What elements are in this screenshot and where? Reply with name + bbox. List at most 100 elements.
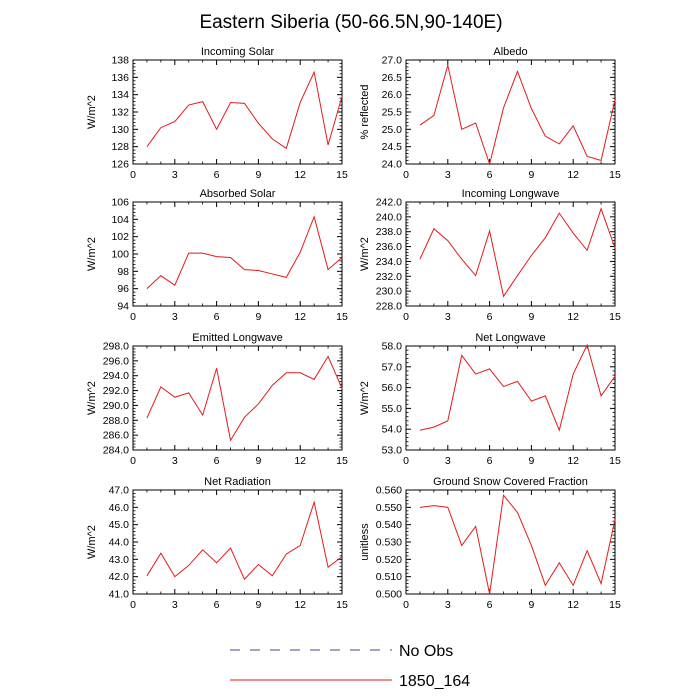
y-tick-label: 0.550	[376, 502, 402, 514]
plot-frame	[405, 201, 616, 307]
x-tick-label: 0	[130, 169, 136, 181]
y-tick-label: 240.0	[376, 211, 402, 223]
x-tick-label: 3	[172, 169, 178, 181]
panel-title: Incoming Longwave	[462, 188, 560, 200]
y-tick-label: 134	[111, 89, 129, 101]
y-tick-label: 288.0	[103, 415, 129, 427]
x-tick-label: 0	[130, 599, 136, 611]
x-tick-label: 15	[609, 311, 621, 323]
y-tick-label: 57.0	[382, 361, 403, 373]
panel-title: Ground Snow Covered Fraction	[433, 476, 588, 488]
y-axis-label: W/m^2	[86, 237, 98, 271]
y-tick-label: 0.510	[376, 571, 402, 583]
y-tick-label: 98	[117, 266, 129, 278]
y-tick-label: 298.0	[103, 341, 129, 353]
series-line-1	[146, 355, 343, 442]
y-tick-label: 290.0	[103, 400, 129, 412]
x-tick-label: 9	[528, 169, 534, 181]
y-tick-label: 46.0	[109, 502, 130, 514]
x-tick-label: 12	[567, 169, 579, 181]
y-tick-label: 230.0	[376, 286, 402, 298]
x-tick-label: 6	[214, 599, 220, 611]
y-axis-label: W/m^2	[359, 381, 371, 415]
y-axis-label: unitless	[359, 523, 371, 561]
y-tick-label: 292.0	[103, 385, 129, 397]
y-tick-label: 126	[111, 159, 129, 171]
chart-panel-4: Incoming Longwave W/m^2 228.0 230.0 232.0 234…	[359, 188, 621, 323]
x-tick-label: 3	[445, 169, 451, 181]
x-tick-label: 15	[336, 455, 348, 467]
x-tick-label: 6	[487, 169, 493, 181]
plot-frame	[405, 345, 616, 451]
y-tick-label: 296.0	[103, 355, 129, 367]
x-tick-label: 15	[336, 599, 348, 611]
x-tick-label: 3	[172, 599, 178, 611]
x-tick-label: 6	[487, 455, 493, 467]
plot-frame	[132, 59, 343, 165]
y-tick-label: 24.5	[382, 141, 403, 153]
x-tick-label: 15	[609, 455, 621, 467]
y-tick-label: 104	[111, 214, 129, 226]
y-tick-label: 96	[117, 283, 129, 295]
x-tick-label: 9	[255, 311, 261, 323]
x-tick-label: 6	[214, 169, 220, 181]
x-tick-label: 6	[487, 599, 493, 611]
y-tick-label: 45.0	[109, 519, 130, 531]
x-tick-label: 12	[567, 311, 579, 323]
series-line-1	[146, 500, 343, 581]
y-tick-label: 136	[111, 72, 129, 84]
series-line-1	[419, 207, 616, 298]
panel-title: Absorbed Solar	[200, 188, 276, 200]
plot-frame	[132, 201, 343, 307]
chart-panel-6: Net Longwave W/m^2 53.0 54.0 55.0 56.0 57.0 58.…	[359, 332, 621, 467]
plot-frame	[132, 489, 343, 595]
y-tick-label: 25.0	[382, 124, 403, 136]
y-tick-label: 234.0	[376, 256, 402, 268]
x-tick-label: 15	[336, 311, 348, 323]
y-tick-label: 132	[111, 107, 129, 119]
chart-panel-8: Ground Snow Covered Fraction unitless 0.50…	[359, 476, 621, 611]
x-tick-label: 6	[214, 311, 220, 323]
y-tick-label: 0.530	[376, 537, 402, 549]
y-tick-label: 0.520	[376, 554, 402, 566]
panel-title: Net Longwave	[475, 332, 545, 344]
x-tick-label: 9	[255, 599, 261, 611]
panels: Incoming SolarW/m^2126128130132134136138…	[86, 46, 621, 611]
x-tick-label: 12	[294, 311, 306, 323]
chart-panel-7: Net Radiation W/m^2 41.0 42.0 43.0 44.0 45.0 46…	[86, 476, 348, 611]
y-tick-label: 236.0	[376, 241, 402, 253]
chart-panel-2: Albedo % reflected 24.0 24.5 25.0 25.5 26.0 26.…	[359, 46, 621, 181]
y-tick-label: 106	[111, 197, 129, 209]
series-line-1	[146, 70, 343, 150]
x-tick-label: 0	[403, 311, 409, 323]
y-tick-label: 130	[111, 124, 129, 136]
x-tick-label: 9	[528, 311, 534, 323]
x-tick-label: 3	[172, 311, 178, 323]
x-tick-label: 0	[403, 169, 409, 181]
x-tick-label: 15	[609, 599, 621, 611]
y-tick-label: 24.0	[382, 159, 403, 171]
y-tick-label: 228.0	[376, 301, 402, 313]
x-tick-label: 12	[294, 599, 306, 611]
y-axis-label: W/m^2	[359, 237, 371, 271]
y-tick-label: 26.5	[382, 72, 403, 84]
y-tick-label: 55.0	[382, 403, 403, 415]
y-tick-label: 128	[111, 141, 129, 153]
series-line-1	[419, 65, 616, 166]
series-line-1	[419, 343, 616, 432]
legend: No Obs 1850_164	[230, 643, 470, 690]
y-tick-label: 242.0	[376, 197, 402, 209]
y-tick-label: 238.0	[376, 226, 402, 238]
x-tick-label: 6	[214, 455, 220, 467]
y-tick-label: 44.0	[109, 537, 130, 549]
y-tick-label: 102	[111, 231, 129, 243]
y-tick-label: 47.0	[109, 485, 130, 497]
y-tick-label: 41.0	[109, 589, 130, 601]
x-tick-label: 9	[255, 455, 261, 467]
chart-panel-1: Incoming SolarW/m^2126128130132134136138…	[86, 46, 348, 181]
y-tick-label: 56.0	[382, 382, 403, 394]
y-tick-label: 100	[111, 249, 129, 261]
panel-title: Net Radiation	[204, 476, 271, 488]
y-axis-label: W/m^2	[86, 381, 98, 415]
